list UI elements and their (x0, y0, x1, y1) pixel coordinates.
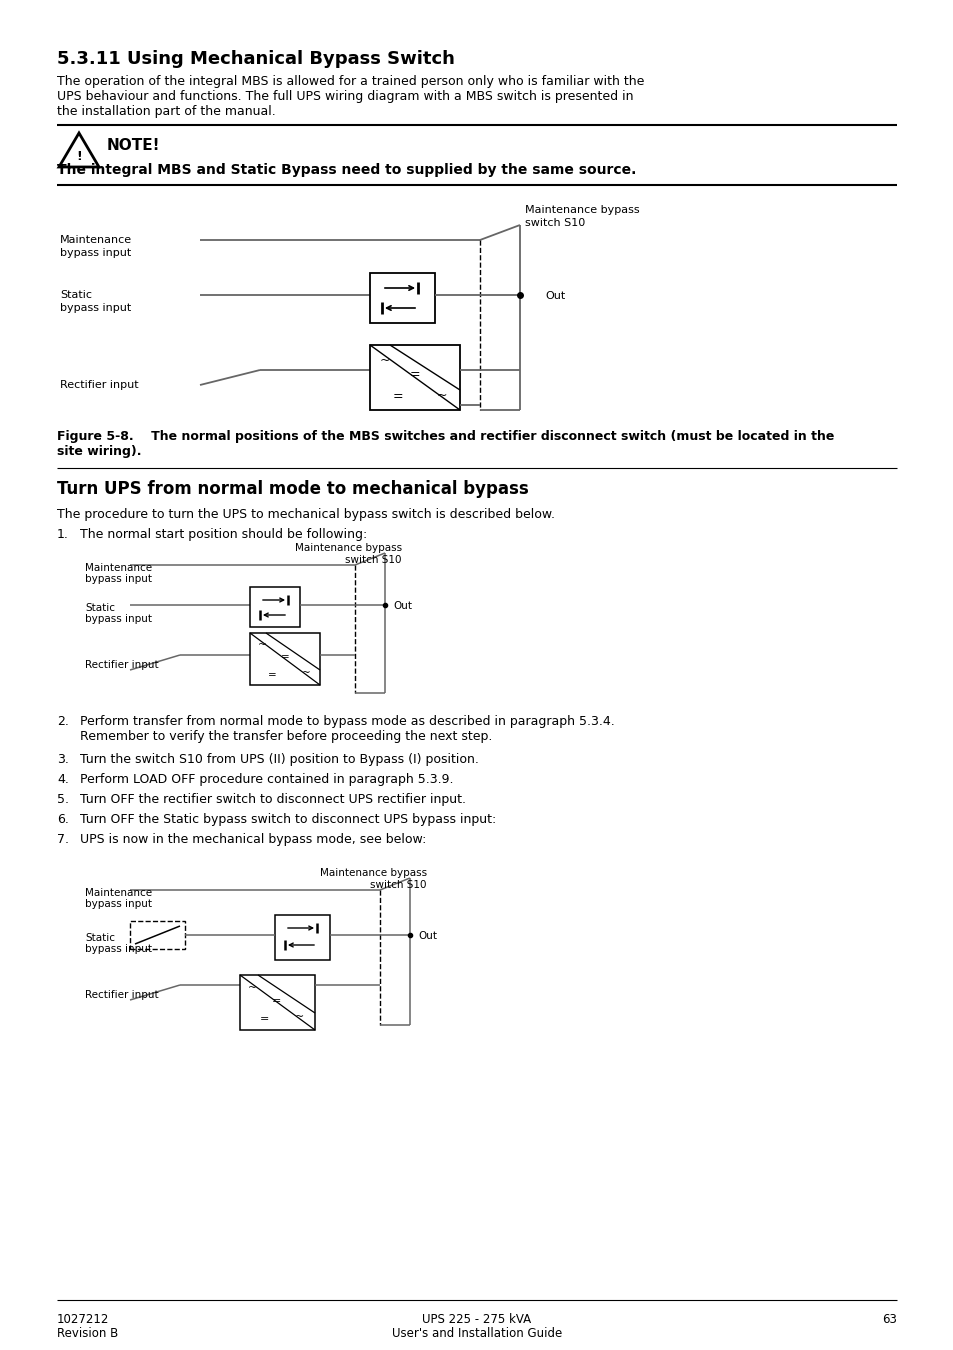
Text: Maintenance: Maintenance (60, 235, 132, 244)
Text: The operation of the integral MBS is allowed for a trained person only who is fa: The operation of the integral MBS is all… (57, 76, 643, 88)
Bar (130, 921, 185, 949)
Text: bypass input: bypass input (85, 944, 152, 954)
Text: Turn the switch S10 from UPS (II) position to Bypass (I) position.: Turn the switch S10 from UPS (II) positi… (80, 753, 478, 765)
Text: 3.: 3. (57, 753, 69, 765)
Text: bypass input: bypass input (60, 248, 132, 258)
Text: Turn OFF the rectifier switch to disconnect UPS rectifier input.: Turn OFF the rectifier switch to disconn… (80, 792, 465, 806)
Text: Maintenance bypass: Maintenance bypass (524, 205, 639, 215)
Bar (240, 975, 314, 1030)
Text: 6.: 6. (57, 813, 69, 826)
Text: Maintenance: Maintenance (85, 888, 152, 898)
Text: switch S10: switch S10 (345, 555, 401, 566)
Text: Rectifier input: Rectifier input (60, 379, 138, 390)
Bar (274, 915, 330, 960)
Text: Out: Out (544, 292, 565, 301)
Text: Out: Out (417, 931, 436, 941)
Text: Rectifier input: Rectifier input (85, 660, 158, 670)
Text: Turn UPS from normal mode to mechanical bypass: Turn UPS from normal mode to mechanical … (57, 481, 528, 498)
Text: bypass input: bypass input (85, 574, 152, 585)
Text: 5.3.11 Using Mechanical Bypass Switch: 5.3.11 Using Mechanical Bypass Switch (57, 50, 455, 68)
Text: Maintenance bypass: Maintenance bypass (319, 868, 427, 878)
Text: switch S10: switch S10 (524, 217, 584, 228)
Text: Figure 5-8.    The normal positions of the MBS switches and rectifier disconnect: Figure 5-8. The normal positions of the … (57, 431, 834, 443)
Text: The integral MBS and Static Bypass need to supplied by the same source.: The integral MBS and Static Bypass need … (57, 163, 636, 177)
Text: 4.: 4. (57, 774, 69, 786)
Text: Perform LOAD OFF procedure contained in paragraph 5.3.9.: Perform LOAD OFF procedure contained in … (80, 774, 453, 786)
Text: ~: ~ (295, 1012, 304, 1022)
Text: Maintenance bypass: Maintenance bypass (294, 543, 402, 554)
Text: ~: ~ (301, 668, 310, 678)
Text: 1.: 1. (57, 528, 69, 541)
Text: switch S10: switch S10 (370, 880, 426, 890)
Text: site wiring).: site wiring). (57, 446, 141, 458)
Text: Maintenance: Maintenance (85, 563, 152, 572)
Text: UPS 225 - 275 kVA: UPS 225 - 275 kVA (422, 1314, 531, 1326)
Text: The normal start position should be following:: The normal start position should be foll… (80, 528, 367, 541)
Text: ~: ~ (379, 354, 390, 366)
Text: Turn OFF the Static bypass switch to disconnect UPS bypass input:: Turn OFF the Static bypass switch to dis… (80, 813, 496, 826)
Text: ~: ~ (436, 389, 447, 401)
Text: Static: Static (85, 933, 115, 944)
Text: Out: Out (393, 601, 412, 612)
Text: Static: Static (60, 290, 91, 300)
Text: NOTE!: NOTE! (107, 138, 160, 153)
Text: =: = (260, 1014, 270, 1025)
Text: 2.: 2. (57, 716, 69, 728)
Text: =: = (409, 369, 420, 382)
Text: Remember to verify the transfer before proceeding the next step.: Remember to verify the transfer before p… (80, 730, 492, 742)
Text: =: = (268, 670, 276, 680)
Bar (250, 587, 299, 626)
Text: Rectifier input: Rectifier input (85, 990, 158, 1000)
Text: bypass input: bypass input (85, 614, 152, 624)
Text: =: = (280, 652, 289, 662)
Text: bypass input: bypass input (85, 899, 152, 909)
Text: =: = (393, 390, 403, 404)
Text: 5.: 5. (57, 792, 69, 806)
Text: UPS behaviour and functions. The full UPS wiring diagram with a MBS switch is pr: UPS behaviour and functions. The full UP… (57, 90, 633, 103)
Text: ~: ~ (257, 640, 266, 649)
Text: Perform transfer from normal mode to bypass mode as described in paragraph 5.3.4: Perform transfer from normal mode to byp… (80, 716, 614, 728)
Text: 63: 63 (882, 1314, 896, 1326)
Text: the installation part of the manual.: the installation part of the manual. (57, 105, 275, 117)
Text: Revision B: Revision B (57, 1327, 118, 1341)
Text: User's and Installation Guide: User's and Installation Guide (392, 1327, 561, 1341)
Text: bypass input: bypass input (60, 302, 132, 313)
Text: ~: ~ (248, 983, 257, 994)
Bar (370, 273, 435, 323)
Text: =: = (272, 996, 281, 1006)
Text: UPS is now in the mechanical bypass mode, see below:: UPS is now in the mechanical bypass mode… (80, 833, 426, 846)
Text: 1027212: 1027212 (57, 1314, 110, 1326)
Text: Static: Static (85, 603, 115, 613)
Text: !: ! (76, 150, 82, 162)
Text: 7.: 7. (57, 833, 69, 846)
Text: The procedure to turn the UPS to mechanical bypass switch is described below.: The procedure to turn the UPS to mechani… (57, 508, 555, 521)
Bar (250, 633, 319, 684)
Bar (370, 346, 459, 410)
